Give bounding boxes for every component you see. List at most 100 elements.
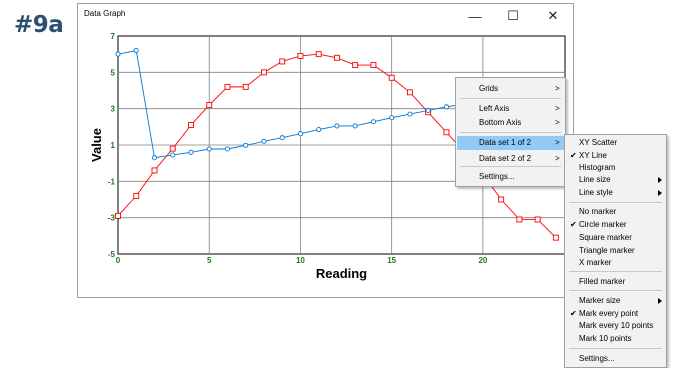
- menu-item-label: Histogram: [579, 163, 616, 172]
- data-point: [534, 216, 541, 223]
- menu-item[interactable]: ✔ Mark every point: [566, 308, 665, 320]
- menu-item[interactable]: Filled marker: [566, 276, 665, 288]
- data-point: [370, 62, 377, 69]
- data-point: [443, 129, 450, 136]
- menu-item-label: Mark every 10 points: [579, 321, 654, 330]
- data-point: [316, 127, 322, 133]
- data-point: [261, 138, 267, 144]
- menu-item[interactable]: Mark every 10 points: [566, 320, 665, 332]
- menu-separator: [460, 132, 561, 133]
- menu-item-label: Line size: [579, 175, 611, 184]
- data-point: [425, 107, 431, 114]
- dataset-submenu: XY Scatter ✔ XY Line Histogram Line size Line…: [564, 134, 667, 368]
- menu-item-label: No marker: [579, 207, 617, 216]
- data-point: [297, 131, 303, 137]
- menu-item-label: Marker size: [579, 296, 621, 305]
- y-tick-label: -3: [108, 214, 116, 223]
- menu-item-label: Bottom Axis: [479, 118, 522, 127]
- minimize-button[interactable]: —: [468, 8, 482, 24]
- menu-item-label: Data set 1 of 2: [479, 138, 532, 147]
- data-point: [133, 192, 140, 199]
- submenu-arrow-icon: [658, 298, 662, 304]
- y-tick-label: 1: [111, 141, 116, 150]
- chevron-right-icon: >: [555, 104, 560, 113]
- data-point: [224, 83, 231, 90]
- data-point: [115, 212, 121, 219]
- menu-item[interactable]: No marker: [566, 206, 665, 218]
- menu-item[interactable]: Grids >: [457, 82, 564, 96]
- menu-item[interactable]: X marker: [566, 257, 665, 269]
- data-point: [206, 102, 213, 108]
- menu-item[interactable]: Settings...: [457, 170, 564, 184]
- menu-item[interactable]: Histogram: [566, 162, 665, 174]
- menu-separator: [569, 290, 662, 291]
- series-line-2: [117, 50, 465, 159]
- chevron-right-icon: >: [555, 84, 560, 93]
- data-point: [552, 234, 559, 241]
- menu-item[interactable]: Settings...: [566, 353, 665, 365]
- y-tick-label: 5: [111, 68, 116, 77]
- chevron-right-icon: >: [555, 154, 560, 163]
- menu-item[interactable]: Line style: [566, 187, 665, 199]
- menu-item[interactable]: Triangle marker: [566, 245, 665, 257]
- checkmark-icon: ✔: [570, 151, 577, 160]
- data-point: [389, 115, 395, 121]
- menu-separator: [460, 166, 561, 167]
- menu-item-label: XY Scatter: [579, 138, 618, 147]
- menu-item-label: Left Axis: [479, 104, 510, 113]
- submenu-arrow-icon: [658, 190, 662, 196]
- menu-item-label: Circle marker: [579, 220, 627, 229]
- data-point: [242, 83, 249, 90]
- menu-item[interactable]: Marker size: [566, 295, 665, 307]
- data-point: [279, 58, 286, 65]
- data-point: [151, 167, 158, 174]
- menu-item-label: Mark 10 points: [579, 334, 632, 343]
- x-tick-label: 20: [478, 256, 487, 265]
- checkmark-icon: ✔: [570, 309, 577, 318]
- x-tick-label: 5: [207, 256, 212, 265]
- menu-item[interactable]: Bottom Axis >: [457, 116, 564, 130]
- menu-item-label: Settings...: [479, 172, 515, 181]
- menu-item-label: Settings...: [579, 354, 615, 363]
- chevron-right-icon: >: [555, 118, 560, 127]
- menu-item[interactable]: XY Scatter: [566, 137, 665, 149]
- menu-item-label: X marker: [579, 258, 612, 267]
- menu-item[interactable]: Mark 10 points: [566, 333, 665, 345]
- data-point: [352, 62, 359, 69]
- menu-item[interactable]: Left Axis >: [457, 102, 564, 116]
- data-point: [133, 47, 139, 54]
- menu-item-label: Line style: [579, 188, 613, 197]
- menu-item[interactable]: ✔ Circle marker: [566, 219, 665, 231]
- data-point: [406, 89, 413, 96]
- menu-item[interactable]: ✔ XY Line: [566, 150, 665, 162]
- menu-item-label: Data set 2 of 2: [479, 154, 532, 163]
- data-point: [188, 149, 194, 155]
- menu-item[interactable]: Data set 1 of 2 >: [457, 136, 564, 150]
- x-tick-label: 0: [116, 256, 121, 265]
- menu-item[interactable]: Line size: [566, 174, 665, 186]
- y-tick-label: 7: [111, 32, 116, 41]
- close-button[interactable]: ✕: [547, 8, 559, 23]
- data-point: [115, 51, 121, 57]
- data-point: [169, 145, 176, 152]
- menu-item-label: Grids: [479, 84, 499, 93]
- y-axis-label: Value: [89, 128, 104, 162]
- menu-item[interactable]: Square marker: [566, 232, 665, 244]
- y-tick-label: -1: [108, 177, 116, 186]
- menu-item[interactable]: Data set 2 of 2 >: [457, 152, 564, 166]
- data-point: [498, 196, 505, 203]
- data-point: [388, 74, 395, 81]
- menu-item-label: Mark every point: [579, 309, 639, 318]
- menu-item-label: XY Line: [579, 151, 607, 160]
- window-title: Data Graph: [84, 9, 126, 18]
- maximize-button[interactable]: ☐: [507, 8, 519, 23]
- context-menu: Grids > Left Axis > Bottom Axis > Data set 1 o…: [455, 77, 566, 187]
- data-point: [516, 216, 523, 223]
- y-tick-label: -5: [108, 250, 116, 259]
- x-axis-label: Reading: [316, 266, 367, 281]
- title-bar[interactable]: Data Graph — ☐ ✕: [78, 4, 573, 28]
- data-point: [261, 69, 267, 76]
- data-point: [279, 135, 285, 141]
- chevron-right-icon: >: [555, 138, 560, 147]
- x-tick-label: 10: [296, 256, 305, 265]
